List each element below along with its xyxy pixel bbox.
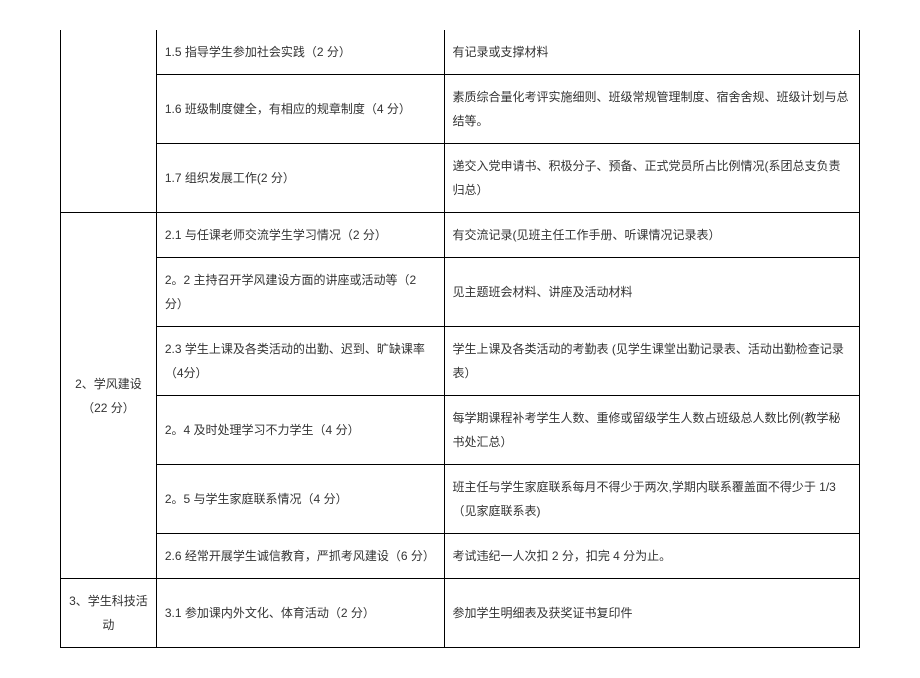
item-cell: 1.6 班级制度健全，有相应的规章制度（4 分） [156, 75, 444, 144]
description-cell: 有记录或支撑材料 [444, 30, 860, 75]
description-cell: 有交流记录(见班主任工作手册、听课情况记录表） [444, 213, 860, 258]
table-row: 1.5 指导学生参加社会实践（2 分）有记录或支撑材料 [61, 30, 860, 75]
category-cell [61, 30, 157, 213]
item-cell: 2。5 与学生家庭联系情况（4 分） [156, 465, 444, 534]
item-cell: 2。4 及时处理学习不力学生（4 分） [156, 396, 444, 465]
category-cell: 3、学生科技活动 [61, 579, 157, 648]
description-cell: 素质综合量化考评实施细则、班级常规管理制度、宿舍舍规、班级计划与总结等。 [444, 75, 860, 144]
description-cell: 递交入党申请书、积极分子、预备、正式党员所占比例情况(系团总支负责归总） [444, 144, 860, 213]
description-cell: 见主题班会材料、讲座及活动材料 [444, 258, 860, 327]
table-row: 2。4 及时处理学习不力学生（4 分）每学期课程补考学生人数、重修或留级学生人数… [61, 396, 860, 465]
item-cell: 2。2 主持召开学风建设方面的讲座或活动等（2 分） [156, 258, 444, 327]
table-row: 2、学风建设（22 分）2.1 与任课老师交流学生学习情况（2 分）有交流记录(… [61, 213, 860, 258]
description-cell: 参加学生明细表及获奖证书复印件 [444, 579, 860, 648]
description-cell: 每学期课程补考学生人数、重修或留级学生人数占班级总人数比例(教学秘书处汇总） [444, 396, 860, 465]
table-row: 2.6 经常开展学生诚信教育，严抓考风建设（6 分）考试违纪一人次扣 2 分，扣… [61, 534, 860, 579]
description-cell: 学生上课及各类活动的考勤表 (见学生课堂出勤记录表、活动出勤检查记录表） [444, 327, 860, 396]
item-cell: 1.5 指导学生参加社会实践（2 分） [156, 30, 444, 75]
description-cell: 班主任与学生家庭联系每月不得少于两次,学期内联系覆盖面不得少于 1/3（见家庭联… [444, 465, 860, 534]
item-cell: 1.7 组织发展工作(2 分） [156, 144, 444, 213]
table-row: 1.6 班级制度健全，有相应的规章制度（4 分）素质综合量化考评实施细则、班级常… [61, 75, 860, 144]
item-cell: 2.6 经常开展学生诚信教育，严抓考风建设（6 分） [156, 534, 444, 579]
table-row: 2。2 主持召开学风建设方面的讲座或活动等（2 分）见主题班会材料、讲座及活动材… [61, 258, 860, 327]
category-cell: 2、学风建设（22 分） [61, 213, 157, 579]
table-row: 2。5 与学生家庭联系情况（4 分）班主任与学生家庭联系每月不得少于两次,学期内… [61, 465, 860, 534]
item-cell: 2.1 与任课老师交流学生学习情况（2 分） [156, 213, 444, 258]
table-row: 3、学生科技活动3.1 参加课内外文化、体育活动（2 分）参加学生明细表及获奖证… [61, 579, 860, 648]
item-cell: 2.3 学生上课及各类活动的出勤、迟到、旷缺课率（4分） [156, 327, 444, 396]
table-row: 2.3 学生上课及各类活动的出勤、迟到、旷缺课率（4分）学生上课及各类活动的考勤… [61, 327, 860, 396]
item-cell: 3.1 参加课内外文化、体育活动（2 分） [156, 579, 444, 648]
description-cell: 考试违纪一人次扣 2 分，扣完 4 分为止。 [444, 534, 860, 579]
table-row: 1.7 组织发展工作(2 分）递交入党申请书、积极分子、预备、正式党员所占比例情… [61, 144, 860, 213]
evaluation-table: 1.5 指导学生参加社会实践（2 分）有记录或支撑材料1.6 班级制度健全，有相… [60, 30, 860, 648]
